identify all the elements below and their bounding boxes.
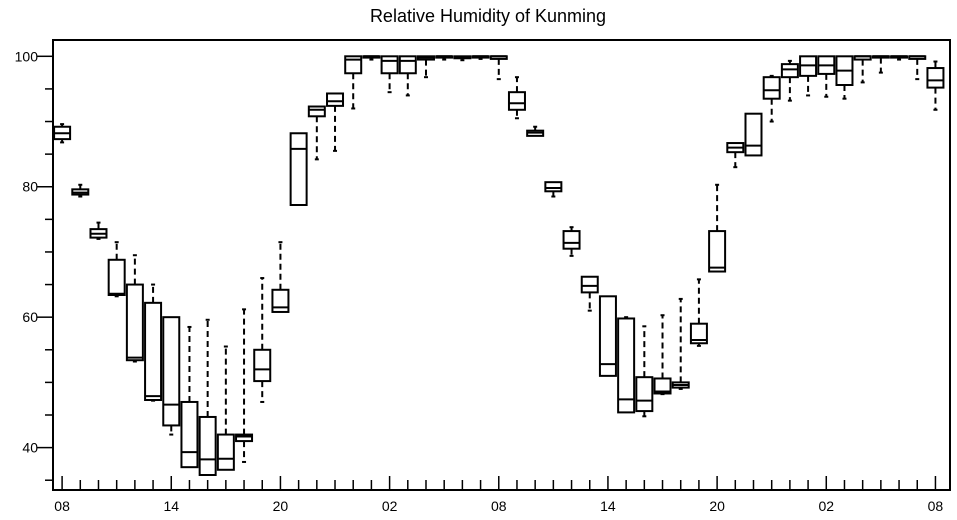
plot-frame bbox=[52, 39, 951, 491]
box-12 bbox=[271, 241, 290, 313]
box-iqr bbox=[635, 376, 654, 413]
box-34 bbox=[671, 297, 690, 390]
box-iqr bbox=[744, 112, 763, 157]
box-30 bbox=[598, 295, 617, 377]
box-2 bbox=[89, 221, 108, 240]
box-11 bbox=[253, 277, 272, 403]
box-25 bbox=[507, 76, 526, 120]
box-46 bbox=[890, 55, 909, 61]
box-40 bbox=[780, 59, 799, 102]
box-10 bbox=[235, 308, 254, 463]
box-8 bbox=[198, 318, 217, 476]
box-13 bbox=[289, 132, 308, 206]
box-iqr bbox=[125, 283, 144, 362]
box-32 bbox=[635, 325, 654, 418]
plot-marks bbox=[53, 55, 945, 476]
box-20 bbox=[416, 55, 435, 79]
box-15 bbox=[326, 92, 345, 152]
box-iqr bbox=[780, 63, 799, 79]
box-iqr bbox=[180, 400, 199, 469]
box-47 bbox=[908, 55, 927, 81]
box-45 bbox=[871, 55, 890, 74]
box-36 bbox=[708, 183, 727, 273]
x-tick-label: 02 bbox=[818, 498, 834, 514]
box-38 bbox=[744, 112, 763, 157]
box-iqr bbox=[544, 181, 563, 193]
box-iqr bbox=[216, 433, 235, 471]
box-19 bbox=[398, 55, 417, 97]
box-35 bbox=[689, 278, 708, 347]
box-iqr bbox=[307, 105, 326, 118]
box-24 bbox=[489, 55, 508, 81]
box-iqr bbox=[598, 295, 617, 377]
box-iqr bbox=[380, 55, 399, 75]
box-iqr bbox=[289, 132, 308, 206]
x-tick-label: 08 bbox=[928, 498, 944, 514]
x-axis: 08 14 20 02 08 14 20 02 08 bbox=[54, 476, 943, 514]
box-iqr bbox=[580, 275, 599, 294]
box-14 bbox=[307, 105, 326, 161]
box-16 bbox=[344, 55, 363, 110]
box-iqr bbox=[326, 92, 345, 107]
box-41 bbox=[799, 55, 818, 97]
y-tick-label: 80 bbox=[22, 179, 38, 195]
box-7 bbox=[180, 325, 199, 469]
box-21 bbox=[435, 55, 454, 61]
box-1 bbox=[71, 183, 90, 198]
x-tick-label: 20 bbox=[273, 498, 289, 514]
box-iqr bbox=[653, 377, 672, 395]
box-43 bbox=[835, 55, 854, 100]
box-23 bbox=[471, 55, 490, 60]
box-iqr bbox=[562, 230, 581, 250]
box-iqr bbox=[617, 317, 636, 414]
x-tick-label: 20 bbox=[709, 498, 725, 514]
box-iqr bbox=[708, 230, 727, 273]
y-tick-label: 40 bbox=[22, 440, 38, 456]
box-iqr bbox=[198, 415, 217, 476]
box-iqr bbox=[235, 433, 254, 443]
box-6 bbox=[162, 316, 181, 436]
x-tick-label: 02 bbox=[382, 498, 398, 514]
x-tick-label: 08 bbox=[54, 498, 70, 514]
box-iqr bbox=[762, 76, 781, 100]
y-tick-label: 100 bbox=[15, 48, 39, 64]
box-iqr bbox=[162, 316, 181, 427]
box-48 bbox=[926, 60, 945, 111]
box-iqr bbox=[926, 67, 945, 89]
box-iqr bbox=[107, 258, 126, 297]
box-18 bbox=[380, 55, 399, 94]
box-17 bbox=[362, 55, 381, 61]
box-27 bbox=[544, 181, 563, 198]
y-axis: 40 60 80 100 bbox=[15, 48, 53, 481]
box-22 bbox=[453, 55, 472, 62]
box-iqr bbox=[507, 91, 526, 111]
box-0 bbox=[53, 123, 72, 144]
x-tick-label: 14 bbox=[163, 498, 179, 514]
box-iqr bbox=[144, 301, 163, 401]
box-29 bbox=[580, 275, 599, 312]
box-44 bbox=[853, 55, 872, 84]
box-5 bbox=[144, 283, 163, 402]
box-iqr bbox=[253, 348, 272, 383]
box-33 bbox=[653, 314, 672, 396]
box-9 bbox=[216, 345, 235, 471]
x-tick-label: 08 bbox=[491, 498, 507, 514]
box-iqr bbox=[271, 288, 290, 313]
box-28 bbox=[562, 226, 581, 257]
box-39 bbox=[762, 74, 781, 123]
box-42 bbox=[817, 55, 836, 98]
box-iqr bbox=[398, 55, 417, 75]
x-tick-label: 14 bbox=[600, 498, 616, 514]
box-3 bbox=[107, 241, 126, 298]
box-26 bbox=[526, 125, 545, 137]
box-31 bbox=[617, 316, 636, 414]
box-37 bbox=[726, 142, 745, 169]
y-tick-label: 60 bbox=[22, 309, 38, 325]
box-iqr bbox=[689, 322, 708, 345]
box-4 bbox=[125, 254, 144, 363]
chart-title: Relative Humidity of Kunming bbox=[370, 6, 606, 26]
